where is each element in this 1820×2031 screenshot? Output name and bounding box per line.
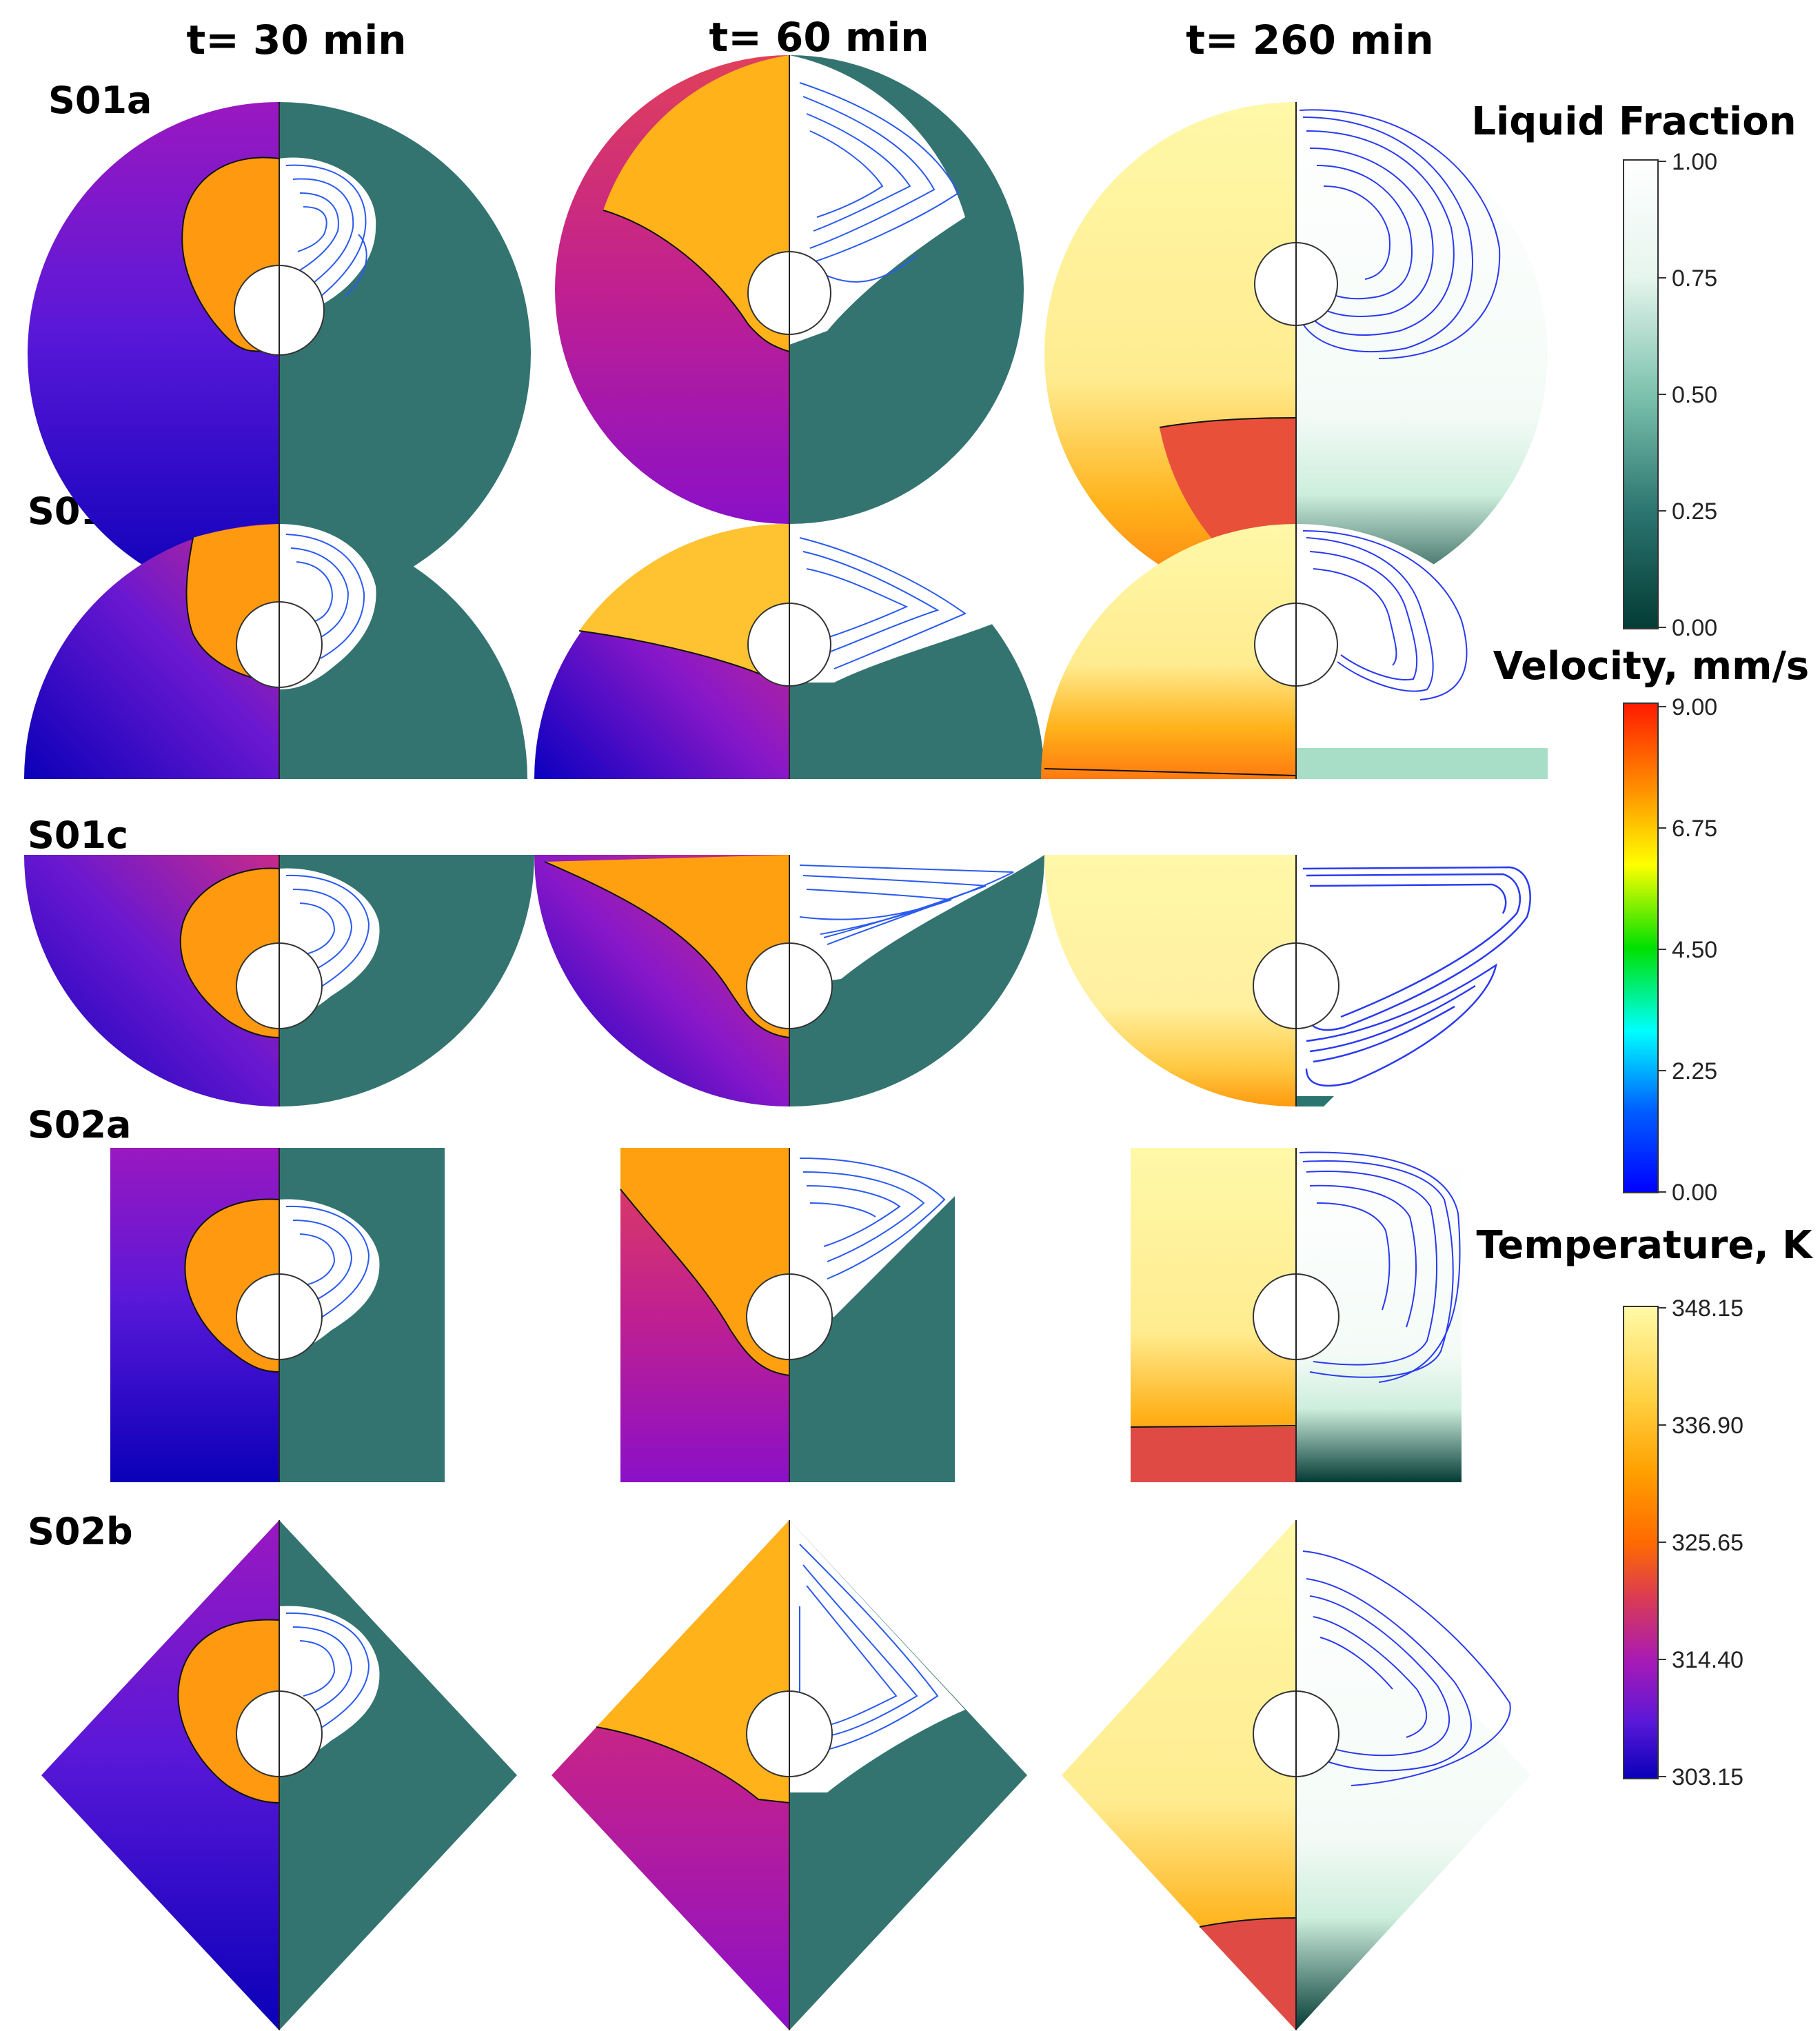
row-label-s02b: S02b: [28, 1510, 133, 1553]
panel-s02b-30min: [41, 1520, 517, 2030]
column-header-60min: t= 60 min: [709, 14, 929, 61]
lf-tick-100: 1.00: [1672, 149, 1717, 175]
panel-s01a-30min: [28, 102, 531, 605]
temp-tick-31440: 314.40: [1672, 1647, 1743, 1673]
row-label-s01c: S01c: [28, 814, 128, 857]
legend-velocity: Velocity, mm/s 9.00 6.75 4.50 2.25 0.00: [1493, 644, 1810, 1206]
column-header-30min: t= 30 min: [186, 17, 406, 63]
panel-s01c-60min: [534, 855, 1044, 1107]
legend-temperature: Temperature, K 348.15 336.90 325.65 314.…: [1477, 1223, 1814, 1790]
legend-velocity-title: Velocity, mm/s: [1493, 644, 1810, 689]
vel-tick-000: 0.00: [1672, 1180, 1717, 1206]
panel-s01b-30min: [24, 524, 527, 779]
panel-s01c-30min: [24, 855, 534, 1107]
panel-s01b-260min: [1041, 524, 1551, 779]
vel-tick-450: 4.50: [1672, 937, 1717, 963]
row-label-s02a: S02a: [28, 1103, 131, 1146]
lf-tick-000: 0.00: [1672, 615, 1717, 641]
legend-temperature-title: Temperature, K: [1477, 1223, 1814, 1268]
legend-velocity-ticks: 9.00 6.75 4.50 2.25 0.00: [1658, 694, 1717, 1206]
vel-tick-900: 9.00: [1672, 694, 1717, 720]
panel-s02b-260min: [1062, 1520, 1530, 2030]
temp-tick-33690: 336.90: [1672, 1413, 1743, 1439]
temp-tick-34815: 348.15: [1672, 1295, 1743, 1322]
legend-liquid-fraction-title: Liquid Fraction: [1471, 99, 1796, 144]
panel-s02a-30min: [110, 1148, 445, 1482]
row-label-s01a: S01a: [48, 79, 152, 122]
legend-liquid-fraction: Liquid Fraction 1.00 0.75 0.50 0.25 0.00: [1471, 99, 1796, 641]
panel-s02a-60min: [620, 1148, 955, 1482]
column-header-260min: t= 260 min: [1186, 17, 1433, 63]
vel-tick-225: 2.25: [1672, 1058, 1717, 1084]
panel-s02b-60min: [552, 1520, 1027, 2030]
lf-tick-025: 0.25: [1672, 498, 1717, 525]
legend-temperature-ticks: 348.15 336.90 325.65 314.40 303.15: [1658, 1295, 1743, 1790]
panel-s01b-60min: [534, 523, 1044, 779]
temp-tick-32565: 325.65: [1672, 1530, 1743, 1556]
legend-liquid-fraction-ticks: 1.00 0.75 0.50 0.25 0.00: [1658, 149, 1717, 641]
panel-s01a-60min: [555, 55, 1024, 524]
panel-s02a-260min: [1130, 1148, 1462, 1482]
lf-tick-075: 0.75: [1672, 265, 1717, 292]
panel-s01c-260min: [1044, 855, 1548, 1107]
lf-tick-050: 0.50: [1672, 382, 1717, 408]
temp-tick-30315: 303.15: [1672, 1764, 1743, 1790]
vel-tick-675: 6.75: [1672, 816, 1717, 842]
